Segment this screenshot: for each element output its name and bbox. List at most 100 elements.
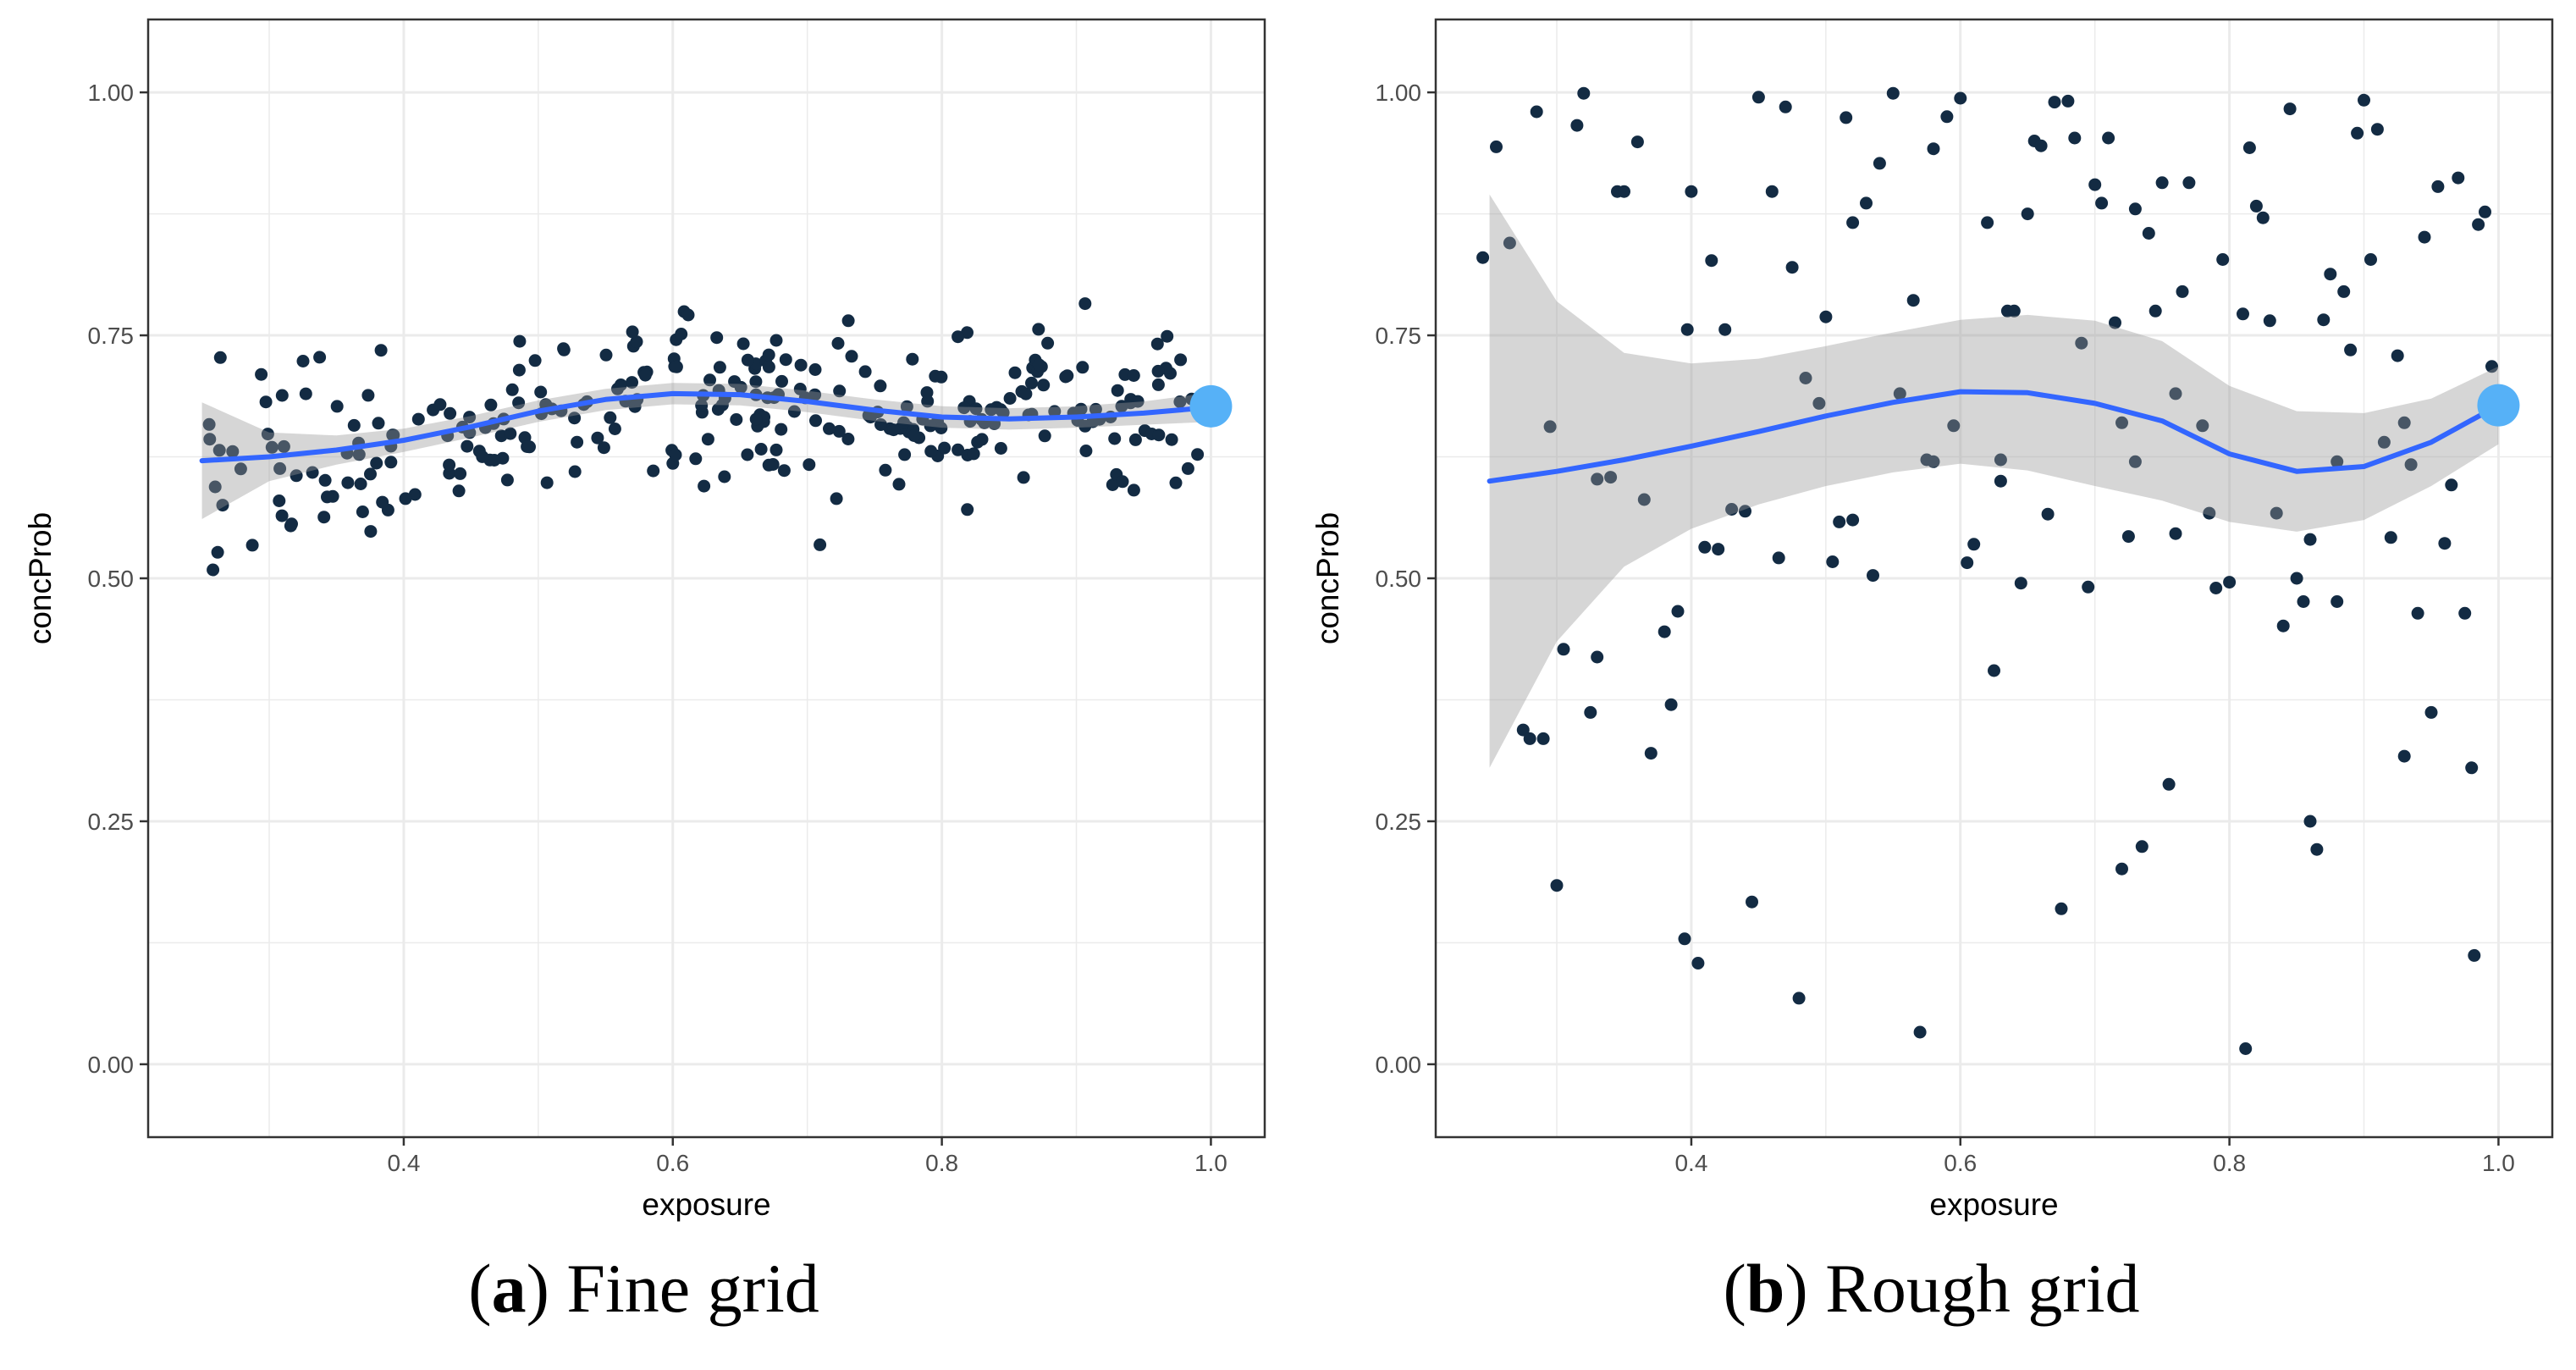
data-point [352, 448, 366, 461]
data-point [313, 351, 327, 364]
data-point [207, 563, 220, 577]
data-point [2182, 176, 2196, 190]
x-tick-label: 0.6 [656, 1150, 689, 1176]
data-point [1503, 236, 1516, 250]
data-point [2424, 705, 2438, 719]
chart-a: 0.4 0.6 0.8 1.0 0.00 0.25 0.50 0.75 1.00 exposure… [23, 18, 1266, 1222]
data-point [2128, 455, 2142, 468]
data-point [265, 440, 279, 454]
data-point [476, 450, 489, 463]
data-point [879, 463, 892, 477]
data-point [1698, 540, 1712, 554]
data-point [1833, 515, 1846, 528]
x-tick-label: 0.8 [925, 1150, 958, 1176]
data-point [2331, 455, 2344, 468]
data-point [675, 328, 688, 340]
data-point [809, 414, 822, 428]
data-point [1550, 879, 1564, 892]
data-point [1032, 358, 1045, 372]
data-point [2445, 478, 2458, 492]
y-tick-label: 0.75 [1376, 323, 1422, 349]
data-point [1886, 86, 1900, 100]
data-point [1048, 405, 1062, 418]
data-point [387, 428, 400, 442]
data-point [2391, 349, 2404, 362]
data-point [1577, 86, 1591, 100]
data-point [2223, 576, 2237, 589]
data-point [1725, 503, 1739, 516]
data-point [1181, 461, 1194, 475]
data-point [599, 348, 613, 362]
data-point [2263, 314, 2276, 328]
data-point [1893, 387, 1906, 401]
data-point [2358, 93, 2370, 107]
data-point [900, 400, 913, 413]
data-point [669, 448, 682, 461]
data-point [1947, 419, 1961, 433]
data-point [2452, 171, 2465, 185]
data-point [1127, 483, 1140, 497]
data-point [2418, 230, 2431, 244]
data-point [568, 465, 582, 478]
data-point [898, 448, 912, 461]
data-point [952, 443, 965, 456]
data-point [2162, 777, 2176, 791]
data-point [1751, 91, 1765, 104]
data-point [2337, 284, 2351, 298]
data-point [703, 373, 716, 387]
data-point [762, 348, 775, 362]
data-point [1846, 513, 1860, 527]
data-point [2135, 840, 2149, 853]
data-point [1106, 478, 1119, 491]
data-point [2209, 582, 2223, 594]
data-point [354, 478, 367, 490]
data-point [858, 365, 872, 378]
data-point [1008, 366, 1022, 379]
x-tick-label: 0.4 [1674, 1150, 1707, 1176]
data-point [2397, 416, 2411, 429]
data-point [2458, 606, 2472, 620]
data-point [273, 494, 286, 507]
data-point [2404, 458, 2418, 472]
data-point [975, 433, 989, 446]
data-point [967, 447, 980, 461]
data-point [318, 473, 332, 487]
data-point [2384, 531, 2397, 544]
data-point [1988, 664, 2000, 677]
data-point [341, 476, 355, 489]
data-point [299, 387, 312, 401]
data-point [505, 383, 519, 396]
data-point [689, 452, 703, 466]
data-point [452, 484, 466, 498]
data-point [924, 419, 937, 433]
data-point [1765, 185, 1779, 198]
data-point [1705, 254, 1718, 268]
data-point [317, 511, 331, 524]
data-point [1151, 364, 1165, 378]
data-point [1174, 353, 1188, 367]
data-point [626, 376, 638, 389]
data-point [2128, 202, 2142, 216]
data-point [1954, 91, 1967, 105]
data-point [711, 403, 725, 416]
grid [1436, 19, 2552, 1137]
data-point [1819, 310, 1833, 323]
data-point [874, 418, 887, 431]
data-point [1906, 294, 1920, 307]
data-point [2485, 360, 2498, 373]
data-point [211, 545, 224, 559]
data-point [1940, 110, 1954, 124]
data-point [695, 399, 709, 412]
data-point [749, 412, 763, 426]
data-point [1059, 370, 1073, 384]
data-point [296, 355, 310, 367]
data-point [741, 353, 754, 367]
data-point [647, 464, 660, 478]
data-point [2014, 577, 2027, 590]
data-point [1076, 361, 1089, 374]
data-point [2088, 178, 2102, 191]
data-point [2109, 316, 2121, 329]
data-point [1161, 329, 1174, 343]
data-point [769, 334, 783, 347]
data-point [710, 331, 724, 345]
